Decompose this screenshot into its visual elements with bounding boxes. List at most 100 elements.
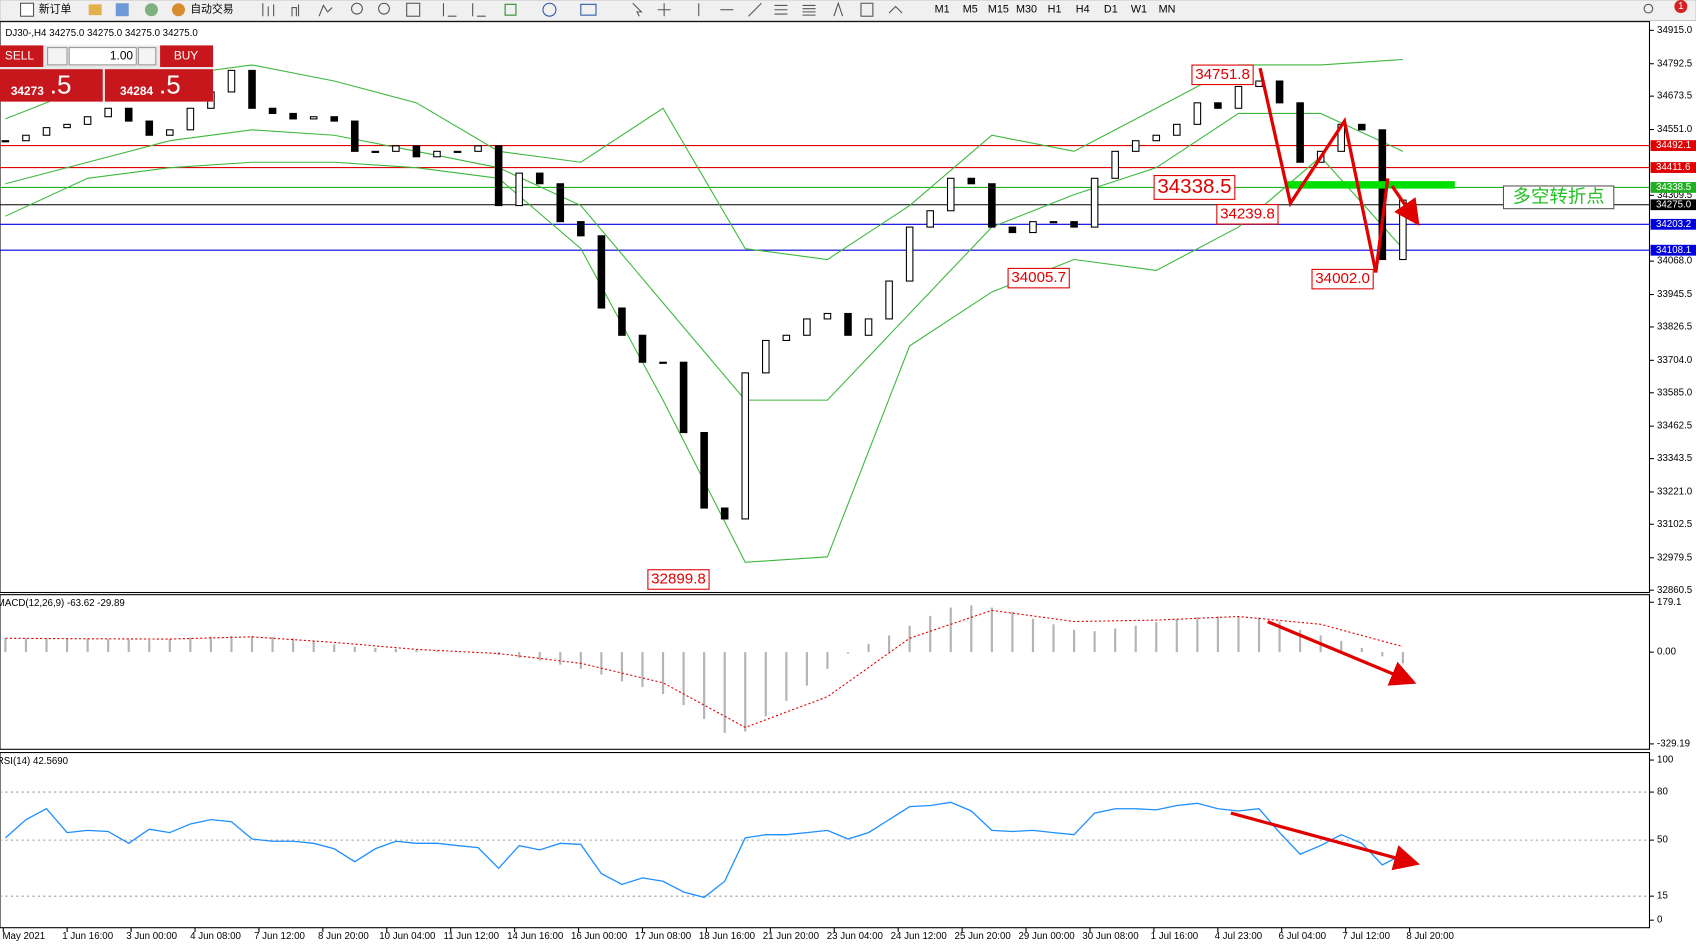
macd-bar (435, 650, 439, 653)
toolbar-icon[interactable] (20, 2, 35, 17)
macd-bar (764, 652, 767, 717)
tool-icon[interactable] (860, 2, 874, 17)
bid-box[interactable] (0, 69, 103, 102)
x-tick-label: 29 Jun 00:00 (1018, 931, 1075, 942)
candle-body (1, 140, 10, 143)
macd-bar (250, 636, 254, 653)
timeframe-button[interactable]: M5 (963, 4, 978, 16)
volume-input[interactable] (68, 47, 137, 66)
main-panel (0, 21, 1651, 594)
bid-tail: .5 (50, 71, 72, 99)
candle-body (248, 69, 256, 109)
tool-icon[interactable] (350, 2, 363, 15)
tool-icon[interactable] (580, 3, 597, 16)
volume-up[interactable] (137, 47, 157, 66)
tool-icon[interactable] (657, 3, 671, 17)
tool-icon[interactable] (406, 2, 421, 17)
tool-icon[interactable] (542, 2, 557, 17)
macd-bar (107, 639, 110, 653)
timeframe-button[interactable]: D1 (1104, 4, 1118, 16)
candle-body (905, 226, 914, 282)
macd-bar (1401, 652, 1404, 664)
toolbar-icon[interactable] (171, 3, 185, 17)
candle-body (83, 116, 92, 125)
candle-body (1090, 177, 1099, 228)
timeframe-bar: M1 M5 M15 M30 H1 H4 D1 W1 MN (935, 4, 1176, 16)
tool-icon[interactable] (442, 3, 457, 17)
y-tick-label: 100 (1657, 755, 1674, 766)
y-tick-label: 33826.5 (1657, 322, 1692, 333)
bollinger-middle (5, 112, 1404, 401)
candle-body (659, 361, 667, 364)
y-tick-label: 34915.0 (1657, 25, 1693, 36)
candle-body (371, 150, 380, 153)
macd-bar (127, 639, 130, 653)
volume-down[interactable] (47, 47, 68, 66)
tool-icon[interactable] (774, 4, 788, 15)
tool-icon[interactable] (472, 3, 486, 17)
macd-bar (1216, 616, 1219, 653)
price-line-label: 34338.5 (1656, 182, 1691, 193)
price-line-label: 34203.2 (1656, 219, 1691, 230)
x-tick-label: 7 Jun 12:00 (254, 931, 305, 942)
buy-button[interactable] (160, 45, 214, 68)
tool-icon[interactable] (632, 2, 643, 17)
candle-body (577, 221, 585, 237)
macd-label: MACD(12,26,9) -63.62 -29.89 (0, 598, 125, 609)
tool-icon[interactable] (802, 4, 816, 16)
y-tick-label: 80 (1657, 787, 1668, 798)
candle-body (186, 107, 195, 131)
tool-icon[interactable] (888, 5, 903, 14)
macd-bar (394, 648, 397, 653)
timeframe-button[interactable]: M15 (988, 4, 1009, 16)
tool-icon[interactable] (504, 3, 517, 16)
candle-body (638, 334, 647, 363)
macd-bar (600, 652, 603, 675)
candle-body (1152, 134, 1161, 142)
y-tick-label: 0 (1657, 915, 1663, 926)
tool-icon[interactable] (291, 4, 300, 17)
macd-bar (271, 636, 274, 653)
candle-body (823, 312, 832, 320)
y-tick-label: 33704.0 (1657, 355, 1693, 366)
auto-trade-button[interactable]: 自动交易 (190, 2, 233, 16)
toolbar-icon[interactable] (115, 3, 129, 17)
x-tick-label: 30 Jun 08:00 (1082, 931, 1139, 942)
tool-icon[interactable] (378, 2, 390, 15)
buy-label: BUY (174, 48, 199, 62)
tool-icon[interactable] (318, 4, 333, 17)
trade-panel: SELL 1.00 BUY 34273 .5 34284 .5 (0, 45, 214, 102)
macd-bar (456, 651, 459, 653)
sell-button[interactable] (0, 45, 44, 68)
timeframe-button[interactable]: M1 (935, 4, 950, 16)
timeframe-button[interactable]: M30 (1016, 4, 1037, 16)
new-order-button[interactable]: 新订单 (39, 2, 72, 16)
toolbar-icon[interactable] (88, 4, 102, 16)
timeframe-button[interactable]: H4 (1076, 4, 1090, 16)
tool-icon[interactable] (262, 3, 275, 17)
macd-bar (1299, 629, 1302, 653)
y-tick-label: 34792.5 (1657, 58, 1692, 69)
timeframe-button[interactable]: MN (1159, 4, 1176, 16)
notification-badge[interactable] (1674, 0, 1688, 13)
toolbar-icon[interactable] (144, 3, 158, 17)
macd-bar (559, 652, 562, 665)
candle-body (1070, 221, 1078, 228)
candle-body (350, 120, 359, 152)
candle-body (1111, 150, 1119, 179)
candle-body (166, 129, 174, 136)
price-line-label: 34108.1 (1656, 245, 1691, 256)
macd-bar (1278, 621, 1281, 653)
candle-body (1255, 80, 1263, 88)
ask-box[interactable] (104, 69, 214, 102)
candle-body (330, 116, 339, 122)
search-icon[interactable] (1643, 3, 1654, 14)
candle-body (1214, 102, 1222, 109)
tool-icon[interactable] (833, 1, 844, 17)
tool-icon[interactable] (748, 2, 762, 17)
timeframe-button[interactable]: W1 (1131, 4, 1147, 16)
timeframe-button[interactable]: H1 (1048, 4, 1062, 16)
candle-body (720, 507, 729, 520)
x-tick-label: 8 Jun 20:00 (318, 931, 369, 942)
price-line-tag (1650, 244, 1696, 256)
